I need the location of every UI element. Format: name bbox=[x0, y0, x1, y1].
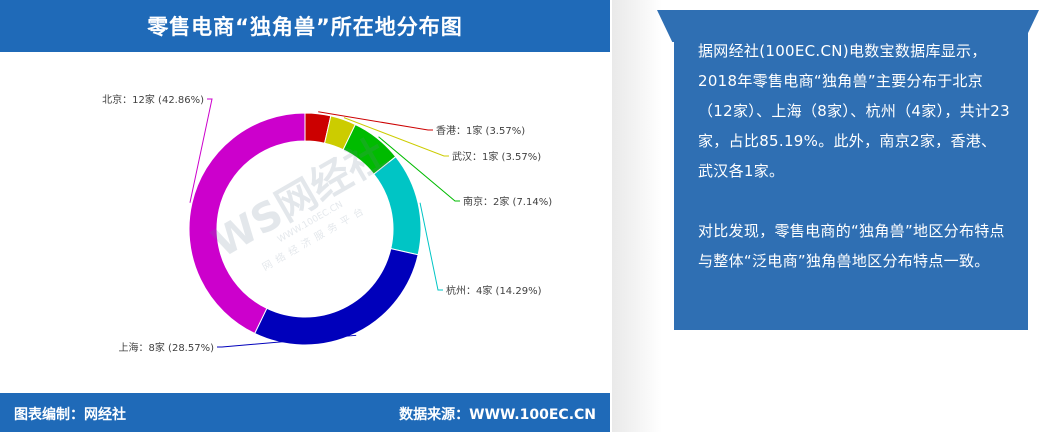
panel-divider bbox=[612, 0, 662, 432]
leader-line-上海 bbox=[217, 334, 357, 348]
data-label-武汉: 武汉：1家 (3.57%) bbox=[452, 150, 541, 163]
info-text: 据网经社(100EC.CN)电数宝数据库显示，2018年零售电商“独角兽”主要分… bbox=[698, 36, 1010, 306]
leader-line-香港 bbox=[318, 111, 433, 131]
leader-line-北京 bbox=[189, 98, 213, 203]
donut-chart: 香港：1家 (3.57%) 武汉：1家 (3.57%) 南京：2家 (7.14%) 杭… bbox=[102, 93, 552, 354]
data-label-香港: 香港：1家 (3.57%) bbox=[436, 124, 525, 137]
chart-footer: 图表编制：网经社 数据来源：WWW.100EC.CN bbox=[0, 393, 610, 432]
leader-line-武汉 bbox=[343, 117, 449, 157]
leader-line-杭州 bbox=[419, 202, 443, 291]
chart-panel: 零售电商“独角兽”所在地分布图 香港：1家 (3.57%) 武汉：1家 (3.57… bbox=[0, 0, 610, 432]
info-paragraph-1: 据网经社(100EC.CN)电数宝数据库显示，2018年零售电商“独角兽”主要分… bbox=[698, 42, 1010, 180]
data-label-南京: 南京：2家 (7.14%) bbox=[463, 195, 552, 208]
slice-北京 bbox=[188, 112, 306, 335]
info-box: 据网经社(100EC.CN)电数宝数据库显示，2018年零售电商“独角兽”主要分… bbox=[674, 12, 1028, 330]
info-paragraph-2: 对比发现，零售电商的“独角兽”地区分布特点与整体“泛电商”独角兽地区分布特点一致… bbox=[698, 222, 1005, 270]
data-label-北京: 北京：12家 (42.86%) bbox=[102, 93, 204, 106]
chart-title: 零售电商“独角兽”所在地分布图 bbox=[0, 0, 610, 52]
data-label-杭州: 杭州：4家 (14.29%) bbox=[446, 284, 542, 297]
leader-line-南京 bbox=[378, 136, 460, 202]
chart-credit: 图表编制：网经社 bbox=[14, 407, 126, 423]
data-source: 数据来源：WWW.100EC.CN bbox=[399, 407, 596, 423]
data-label-上海: 上海：8家 (28.57%) bbox=[119, 341, 215, 354]
